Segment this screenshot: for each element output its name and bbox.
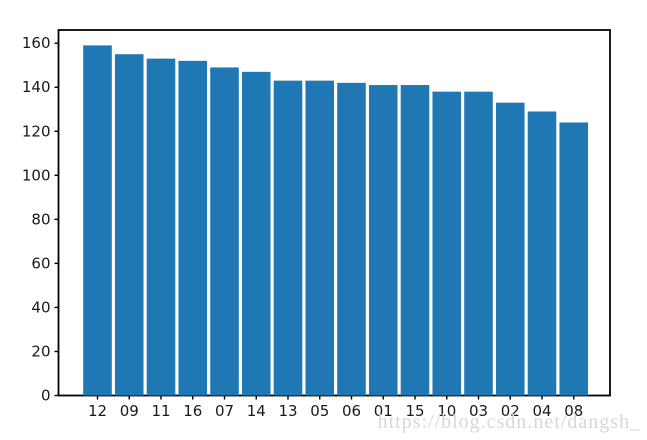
x-tick-label: 02 <box>501 402 520 420</box>
bar <box>178 60 208 396</box>
bar <box>464 91 493 396</box>
axes-frame <box>57 29 611 397</box>
x-tick-label: 16 <box>183 402 202 420</box>
bar <box>432 91 462 396</box>
x-tick-label: 06 <box>342 402 361 420</box>
y-tick-label: 40 <box>31 298 50 316</box>
bar <box>337 82 366 396</box>
x-tick-label: 14 <box>247 402 266 420</box>
x-tick-label: 13 <box>278 402 297 420</box>
y-tick-label: 0 <box>41 387 51 405</box>
x-tick-label: 09 <box>120 402 139 420</box>
x-tick-label: 01 <box>374 402 393 420</box>
y-tick-label: 20 <box>31 342 50 360</box>
bar <box>146 58 176 396</box>
y-tick-label: 120 <box>22 122 51 140</box>
y-tick-label: 140 <box>22 78 51 96</box>
x-tick-label: 10 <box>437 402 456 420</box>
x-tick-label: 04 <box>532 402 551 420</box>
x-tick-label: 05 <box>310 402 329 420</box>
x-tick-label: 11 <box>151 402 170 420</box>
bar <box>83 45 112 396</box>
bar <box>305 80 335 396</box>
bar <box>114 54 144 396</box>
bar <box>559 122 589 396</box>
y-tick-label: 80 <box>31 210 50 228</box>
x-tick-label: 12 <box>88 402 107 420</box>
x-tick-label: 08 <box>564 402 583 420</box>
bar <box>241 71 271 396</box>
bar <box>368 85 398 396</box>
x-tick-label: 03 <box>469 402 488 420</box>
bar <box>210 67 239 396</box>
x-tick-label: 07 <box>215 402 234 420</box>
y-tick-label: 60 <box>31 254 50 272</box>
bar <box>400 85 430 396</box>
bar <box>273 80 303 396</box>
y-tick-label: 160 <box>22 34 51 52</box>
bar <box>495 102 525 396</box>
x-tick-label: 15 <box>405 402 424 420</box>
bar <box>527 111 557 396</box>
y-tick-label: 100 <box>22 166 51 184</box>
